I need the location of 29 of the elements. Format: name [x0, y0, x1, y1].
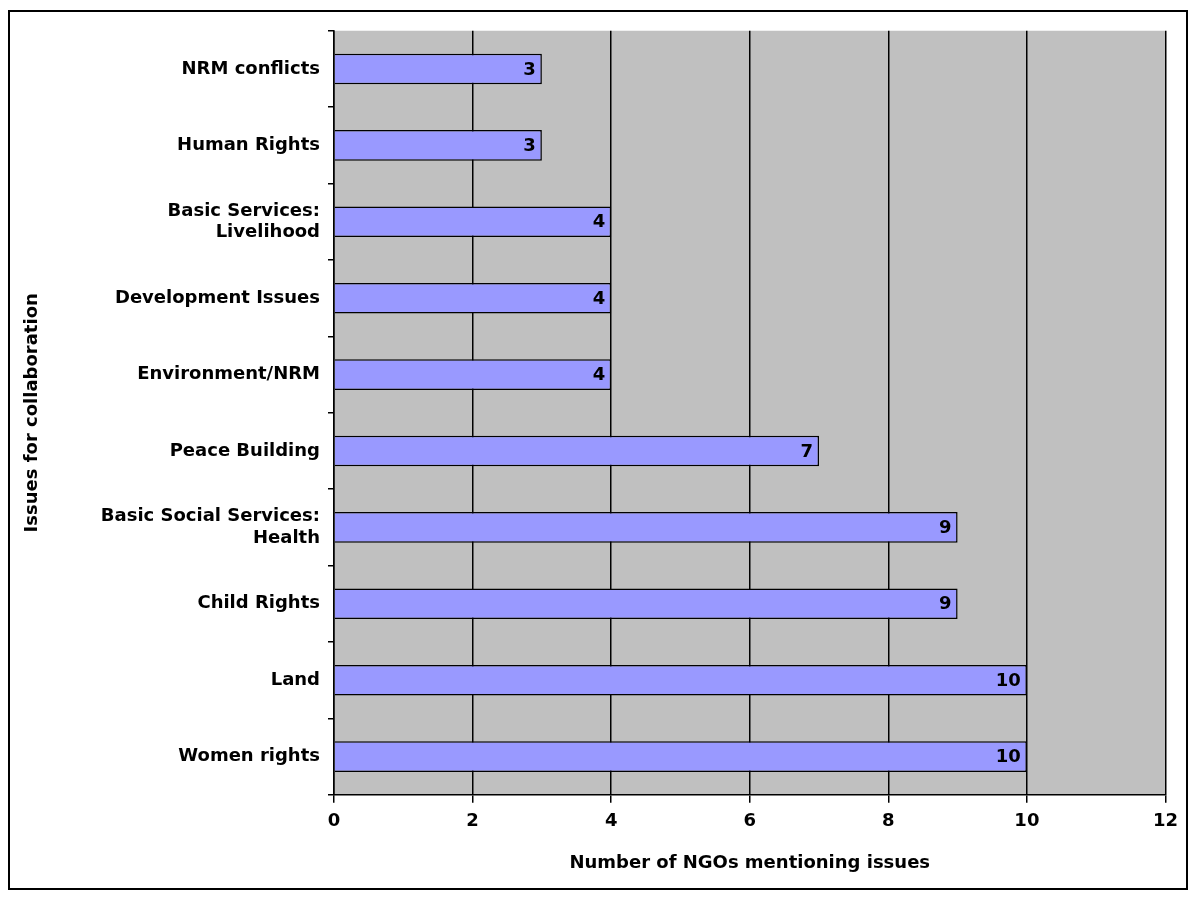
y-tick-label: Basic Services: Livelihood — [167, 198, 320, 242]
data-label: 3 — [523, 134, 536, 156]
y-tick-label: Basic Social Services: Health — [100, 504, 320, 547]
x-tick-label: 4 — [604, 809, 618, 831]
data-label: 3 — [523, 57, 536, 79]
y-tick-label: Peace Building — [169, 438, 320, 460]
data-label: 7 — [800, 439, 814, 461]
x-tick-label: 12 — [1152, 809, 1179, 831]
data-label: 10 — [995, 668, 1021, 690]
y-tick-label: Women rights — [178, 744, 320, 766]
data-label: 9 — [939, 592, 952, 614]
y-tick-label: Human Rights — [177, 133, 320, 155]
x-tick-label: 10 — [1014, 809, 1040, 831]
x-tick-label: 0 — [327, 809, 341, 831]
x-tick-label: 6 — [743, 809, 756, 831]
y-tick-label: Child Rights — [197, 591, 320, 613]
x-tick-label: 2 — [466, 809, 479, 831]
y-tick-label: Environment/NRM — [137, 362, 320, 384]
y-tick-label: Development Issues — [114, 285, 320, 307]
x-axis-title: Number of NGOs mentioning issues — [569, 850, 931, 872]
data-label: 4 — [592, 210, 606, 232]
y-tick-label: Land — [270, 667, 320, 689]
x-tick-label: 8 — [882, 809, 895, 831]
data-label: 4 — [592, 363, 606, 385]
y-axis-title: Issues for collaboration — [20, 293, 42, 533]
data-label: 4 — [592, 286, 606, 308]
y-tick-label: NRM conflicts — [181, 56, 320, 78]
data-label: 10 — [995, 745, 1021, 767]
data-label: 9 — [939, 516, 952, 538]
